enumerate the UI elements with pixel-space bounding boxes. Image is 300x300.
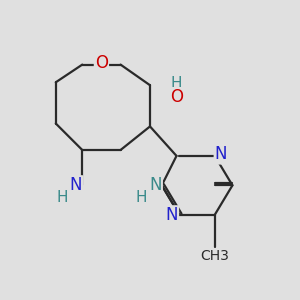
Text: CH3: CH3 (200, 249, 229, 263)
Text: H: H (56, 190, 68, 205)
Text: O: O (171, 88, 184, 106)
Text: N: N (70, 176, 82, 194)
Text: H: H (136, 190, 147, 205)
Text: O: O (95, 54, 108, 72)
Text: N: N (166, 206, 178, 224)
Text: N: N (149, 176, 162, 194)
Text: H: H (171, 76, 182, 92)
Text: N: N (215, 146, 227, 164)
